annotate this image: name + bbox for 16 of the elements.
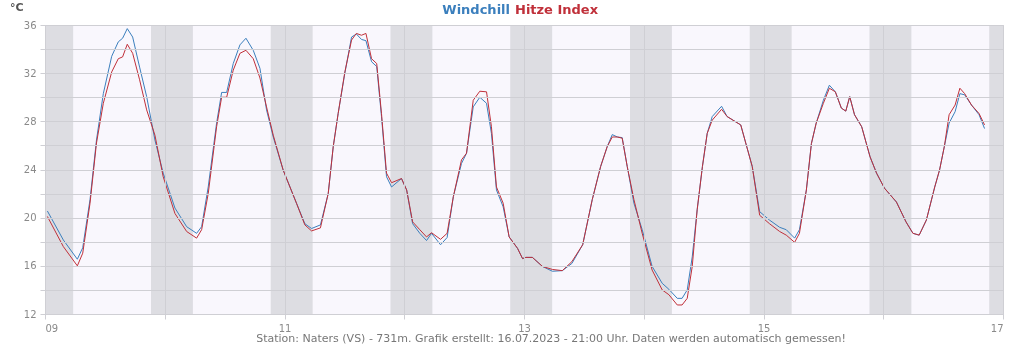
y-tick-label: 24 xyxy=(23,164,37,175)
x-tick-label: 09 xyxy=(45,322,59,334)
y-tick-label: 12 xyxy=(23,308,37,320)
text: Windchill xyxy=(442,2,510,17)
y-tick-label: 36 xyxy=(23,19,37,31)
y-tick-label: 16 xyxy=(23,260,37,272)
x-tick-label: 13 xyxy=(518,322,531,334)
text: Hitze Index xyxy=(515,2,599,17)
x-tick-label: 15 xyxy=(757,322,771,334)
y-tick-label: 28 xyxy=(23,115,37,127)
text: Station: Naters (VS) - 731m. Grafik erstellt: 16.07.2023 - 21:00 Uhr. Daten werden automatisch gemessen! xyxy=(256,332,846,345)
x-tick-label: 11 xyxy=(278,322,292,334)
y-tick-label: 20 xyxy=(23,212,37,224)
x-tick-label: 17 xyxy=(990,322,1004,334)
y-axis-title: °C xyxy=(10,1,24,14)
y-tick-label: 32 xyxy=(23,67,37,79)
